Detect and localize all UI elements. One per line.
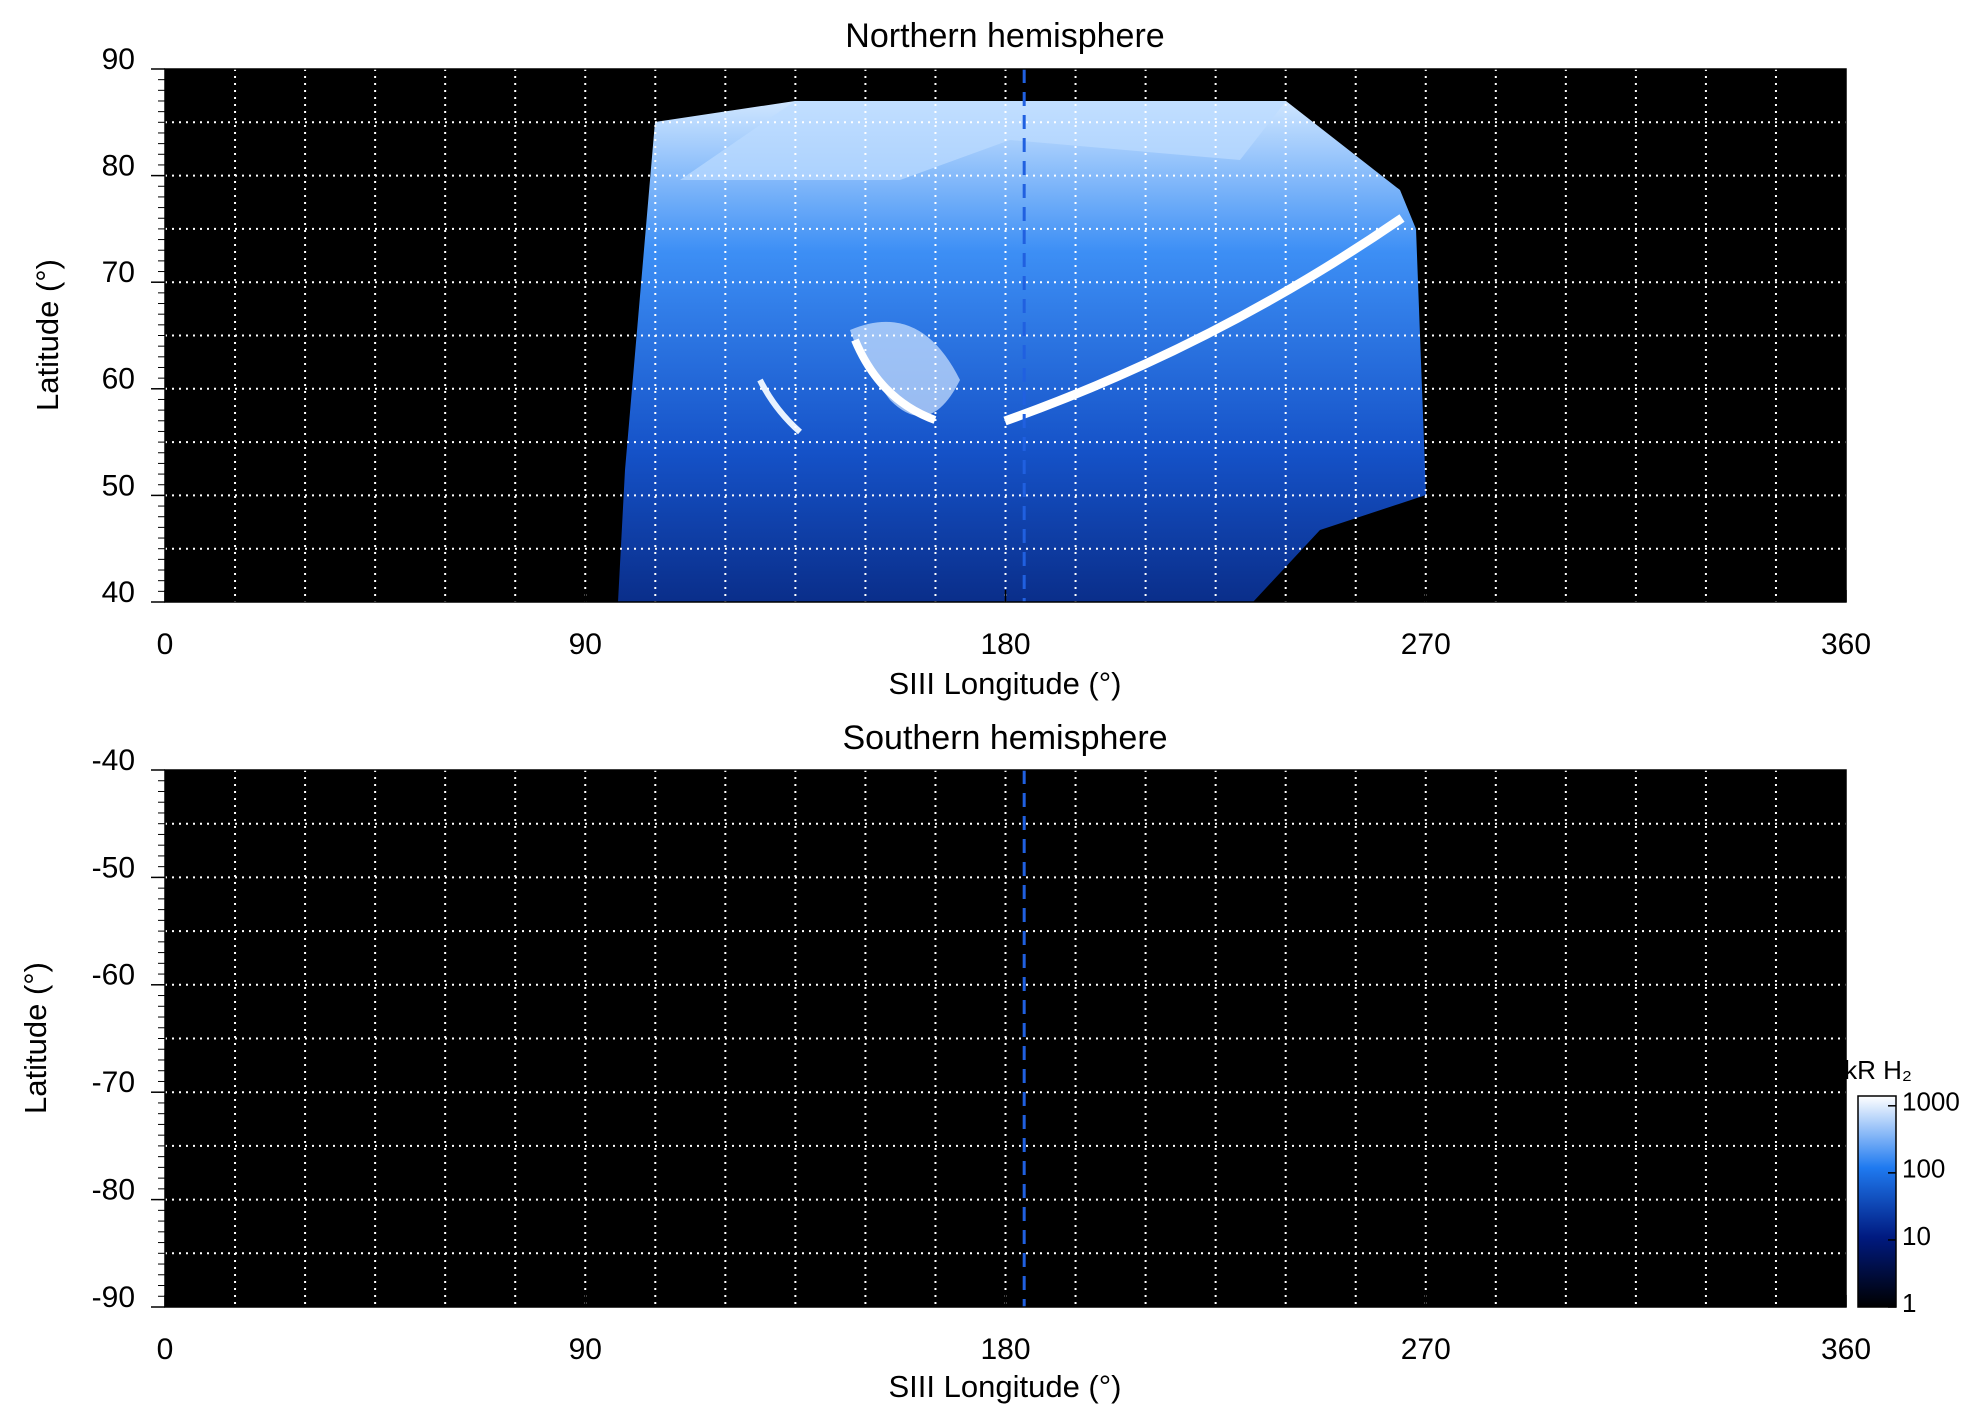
- y-tick-label: -70: [92, 1066, 135, 1099]
- panel-title: Northern hemisphere: [845, 17, 1164, 55]
- x-tick-label: 360: [1821, 628, 1871, 661]
- colorbar-tick-label: 1000: [1902, 1087, 1960, 1117]
- colorbar-tick-label: 1: [1902, 1288, 1916, 1318]
- colorbar: [1857, 1095, 1897, 1308]
- x-tick-label: 180: [980, 1333, 1030, 1366]
- colorbar-tick-label: 10: [1902, 1221, 1931, 1251]
- y-tick-label: 90: [102, 43, 135, 76]
- auroral-arc: [851, 338, 937, 424]
- auroral-arc: [1003, 214, 1405, 426]
- y-axis-label: Latitude (°): [18, 962, 53, 1114]
- x-tick-label: 0: [157, 1333, 174, 1366]
- north-panel: Northern hemisphere SIII Longitude (°) L…: [30, 17, 1871, 701]
- x-tick-label: 360: [1821, 1333, 1871, 1366]
- x-tick-label: 90: [569, 1333, 602, 1366]
- y-axis-label: Latitude (°): [30, 259, 65, 411]
- y-tick-label: -60: [92, 959, 135, 992]
- x-tick-label: 270: [1401, 628, 1451, 661]
- bright-region: [850, 321, 960, 416]
- y-tick-label: -80: [92, 1174, 135, 1207]
- y-tick-label: 40: [102, 576, 135, 609]
- bright-region: [680, 101, 1286, 180]
- x-tick-label: 270: [1401, 1333, 1451, 1366]
- aurora-image: [618, 101, 1426, 602]
- y-tick-label: -40: [92, 744, 135, 777]
- x-axis-label: SIII Longitude (°): [889, 666, 1122, 701]
- emission-region: [618, 101, 1426, 602]
- y-tick-label: 80: [102, 150, 135, 183]
- y-tick-label: 60: [102, 363, 135, 396]
- x-tick-label: 90: [569, 628, 602, 661]
- colorbar-label: kR H₂: [1844, 1055, 1912, 1085]
- x-tick-label: 0: [157, 628, 174, 661]
- y-tick-label: -90: [92, 1281, 135, 1314]
- y-tick-label: 70: [102, 256, 135, 289]
- panel-title: Southern hemisphere: [842, 719, 1167, 757]
- y-tick-label: -50: [92, 851, 135, 884]
- colorbar-tick-label: 100: [1902, 1154, 1945, 1184]
- south-panel: Southern hemisphere SIII Longitude (°) L…: [18, 719, 1960, 1404]
- y-tick-label: 50: [102, 469, 135, 502]
- x-axis-label: SIII Longitude (°): [889, 1369, 1122, 1404]
- x-tick-label: 180: [980, 628, 1030, 661]
